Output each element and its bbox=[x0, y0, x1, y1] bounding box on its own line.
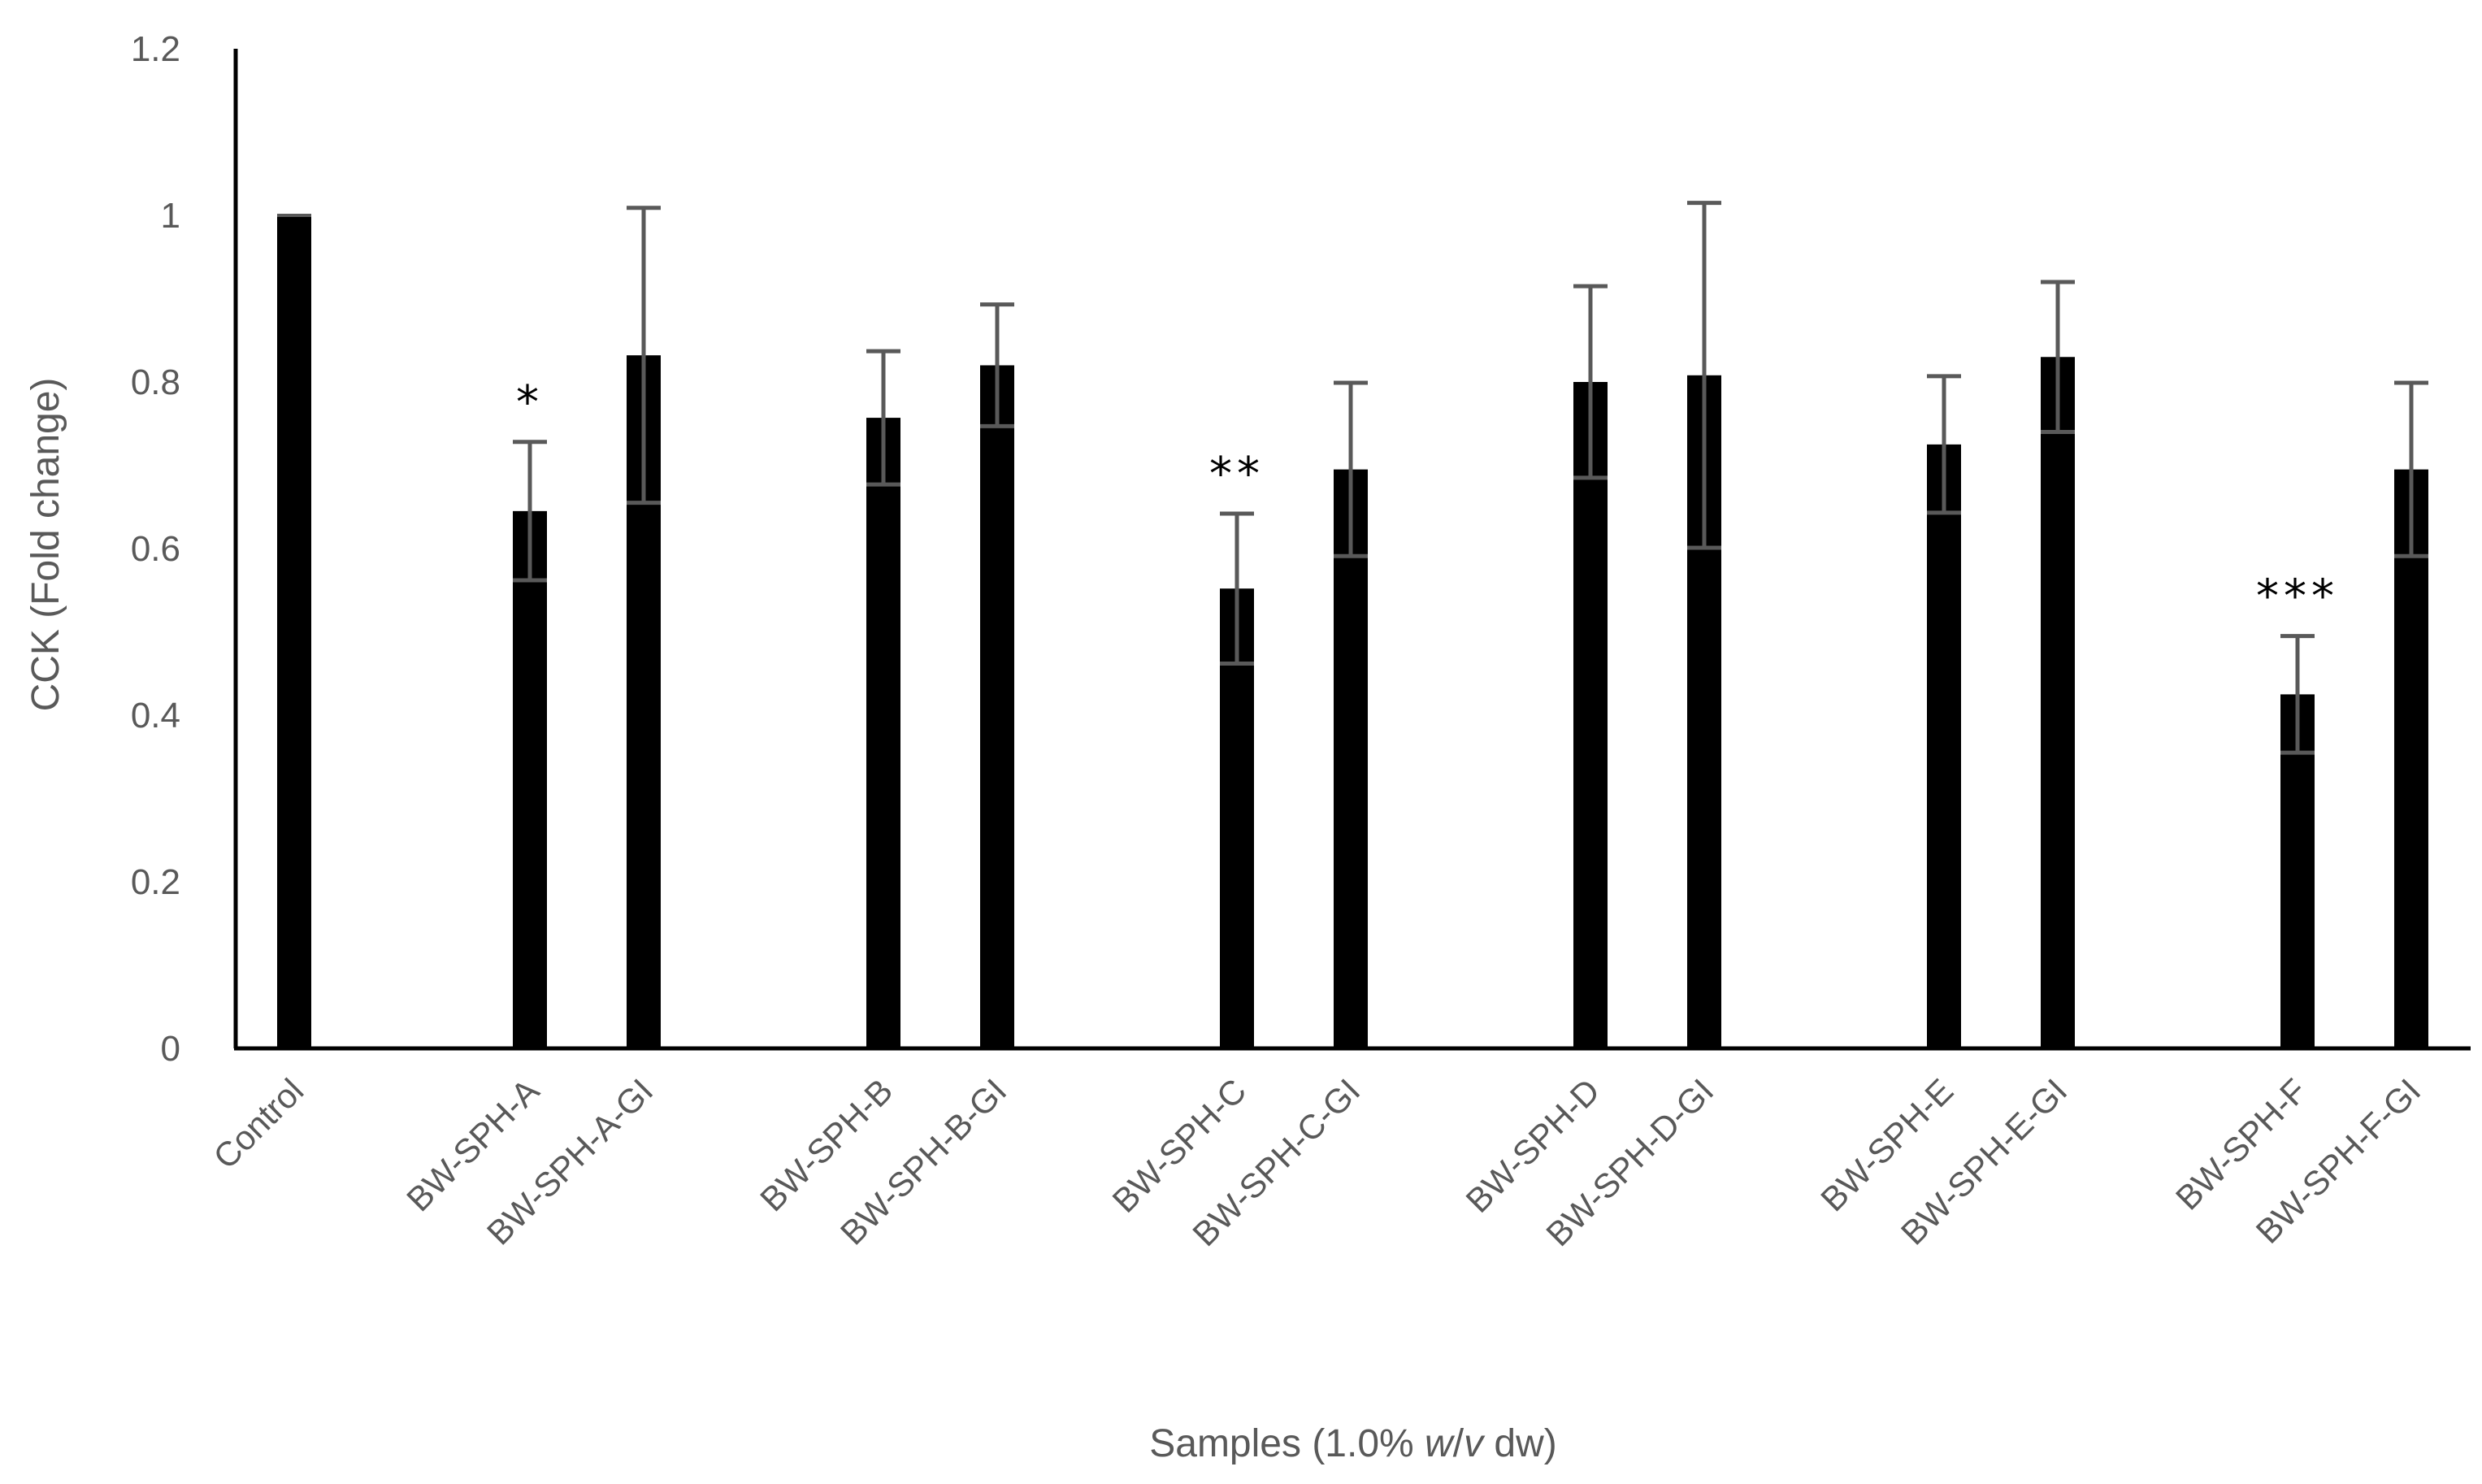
error-bars bbox=[277, 201, 2428, 755]
y-axis-title: CCK (Fold change) bbox=[24, 378, 67, 712]
bar-bw-sph-e bbox=[1927, 444, 1961, 1048]
significance-marker: *** bbox=[2256, 571, 2339, 623]
y-tick-label: 0.4 bbox=[131, 696, 180, 735]
error-bar-bw-sph-a-gi bbox=[627, 206, 661, 506]
error-bar-bw-sph-c bbox=[1220, 511, 1254, 666]
error-bar-bw-sph-d-gi bbox=[1687, 201, 1721, 550]
error-bar-bw-sph-e bbox=[1927, 374, 1961, 515]
y-axis-ticks: 0 0.2 0.4 0.6 0.8 1 1.2 bbox=[131, 29, 180, 1069]
error-bar-bw-sph-f-gi bbox=[2394, 380, 2428, 558]
significance-marker: * bbox=[516, 376, 544, 429]
y-tick-label: 1.2 bbox=[131, 29, 180, 69]
bar-bw-sph-f-gi bbox=[2394, 469, 2428, 1048]
error-bar-bw-sph-b-gi bbox=[980, 302, 1014, 428]
x-axis-category-labels: Control BW-SPH-ABW-SPH-A-GI BW-SPH-BBW-SPH… bbox=[206, 1071, 2428, 1253]
error-bar-bw-sph-a bbox=[513, 440, 547, 583]
bar-bw-sph-b bbox=[866, 418, 900, 1048]
bar-bw-sph-a bbox=[513, 510, 547, 1048]
error-bar-bw-sph-c-gi bbox=[1334, 380, 1368, 558]
error-bar-bw-sph-f bbox=[2280, 634, 2315, 755]
y-tick-label: 0.2 bbox=[131, 862, 180, 902]
error-bar-bw-sph-d bbox=[1573, 284, 1608, 480]
bar-bw-sph-d bbox=[1573, 382, 1608, 1048]
bar-bw-sph-e-gi bbox=[2041, 357, 2075, 1048]
y-tick-label: 1 bbox=[161, 196, 180, 236]
x-tick-label: Control bbox=[206, 1071, 310, 1176]
bars bbox=[277, 215, 2428, 1048]
y-tick-label: 0.8 bbox=[131, 362, 180, 402]
bar-control bbox=[277, 215, 311, 1048]
bar-bw-sph-c-gi bbox=[1334, 469, 1368, 1048]
error-bar-bw-sph-b bbox=[866, 349, 900, 487]
x-axis-title: Samples (1.0% w/v dw) bbox=[1149, 1422, 1557, 1465]
y-tick-label: 0.6 bbox=[131, 529, 180, 569]
bar-bw-sph-b-gi bbox=[980, 365, 1014, 1048]
y-tick-label: 0 bbox=[161, 1029, 180, 1069]
error-bar-bw-sph-e-gi bbox=[2041, 280, 2075, 434]
significance-marker: ** bbox=[1209, 448, 1265, 501]
significance-markers: ****** bbox=[516, 376, 2339, 623]
